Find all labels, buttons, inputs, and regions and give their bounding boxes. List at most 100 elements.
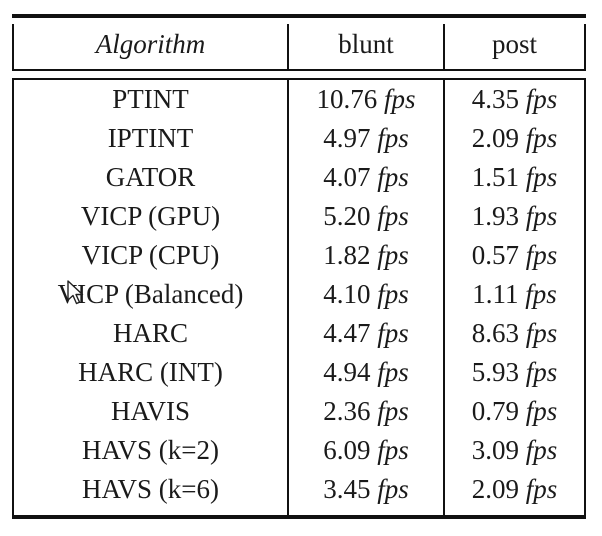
cell-blunt: 1.82 fps <box>289 236 443 275</box>
table-row: VICP (GPU) 5.20 fps 1.93 fps <box>12 197 586 236</box>
top-rule <box>12 14 586 18</box>
table-row: HARC 4.47 fps 8.63 fps <box>12 314 586 353</box>
cell-blunt: 4.94 fps <box>289 353 443 392</box>
column-divider <box>584 24 586 69</box>
cell-algorithm: IPTINT <box>107 123 194 153</box>
cell-value: 1.82 <box>323 240 371 270</box>
cell-value: 0.79 <box>471 396 519 426</box>
cell-value: 2.09 <box>471 474 519 504</box>
table-row: HAVS (k=2) 6.09 fps 3.09 fps <box>12 431 586 470</box>
cell-unit: fps <box>377 123 409 153</box>
cell-unit: fps <box>377 357 409 387</box>
cell-post: 5.93 fps <box>445 353 584 392</box>
column-divider <box>12 80 14 515</box>
cell-post: 8.63 fps <box>445 314 584 353</box>
cell-post: 2.09 fps <box>445 119 584 158</box>
cell-unit: fps <box>525 357 558 387</box>
column-divider <box>443 24 445 69</box>
header-rule-1 <box>12 69 586 71</box>
mouse-pointer-icon <box>67 280 84 305</box>
cell-value: 5.20 <box>323 201 371 231</box>
cell-algorithm: GATOR <box>105 162 196 192</box>
cell-blunt: 3.45 fps <box>289 470 443 509</box>
table-row: HAVIS 2.36 fps 0.79 fps <box>12 392 586 431</box>
table-row: VICP (CPU) 1.82 fps 0.57 fps <box>12 236 586 275</box>
cell-value: 0.57 <box>471 240 519 270</box>
header-post: post <box>491 29 537 59</box>
cell-unit: fps <box>525 240 558 270</box>
cell-algorithm: HAVIS <box>110 396 191 426</box>
cell-blunt: 4.47 fps <box>289 314 443 353</box>
cell-unit: fps <box>377 396 409 426</box>
cell-value: 1.93 <box>471 201 519 231</box>
cell-blunt: 4.10 fps <box>289 275 443 314</box>
cell-algorithm: HAVS (k=2) <box>82 435 219 465</box>
column-divider <box>287 80 289 515</box>
header-algorithm: Algorithm <box>95 29 206 59</box>
header-rule-2 <box>12 78 586 80</box>
cell-value: 4.35 <box>471 84 519 114</box>
cell-value: 6.09 <box>323 435 371 465</box>
cell-value: 4.10 <box>323 279 371 309</box>
cell-post: 1.11 fps <box>445 275 584 314</box>
cell-value: 3.45 <box>323 474 371 504</box>
cell-value: 5.93 <box>471 357 519 387</box>
cell-value: 1.51 <box>471 162 519 192</box>
cell-value: 10.76 <box>316 84 378 114</box>
table-row: HAVS (k=6) 3.45 fps 2.09 fps <box>12 470 586 509</box>
cell-unit: fps <box>377 474 409 504</box>
cell-algorithm: HAVS (k=6) <box>82 474 219 504</box>
cell-unit: fps <box>525 201 558 231</box>
cell-algorithm: HARC <box>112 318 188 348</box>
cell-algorithm: VICP (CPU) <box>81 240 220 270</box>
cell-value: 2.36 <box>323 396 371 426</box>
cell-blunt: 4.07 fps <box>289 158 443 197</box>
cell-unit: fps <box>377 162 409 192</box>
cell-blunt: 2.36 fps <box>289 392 443 431</box>
cell-blunt: 10.76 fps <box>289 80 443 119</box>
cell-unit: fps <box>377 279 409 309</box>
column-divider <box>287 24 289 69</box>
cell-value: 4.94 <box>323 357 371 387</box>
cell-post: 1.93 fps <box>445 197 584 236</box>
cell-algorithm: HARC (INT) <box>78 357 223 387</box>
cell-unit: fps <box>377 201 409 231</box>
cell-unit: fps <box>525 435 558 465</box>
cell-unit: fps <box>383 84 416 114</box>
cell-value: 3.09 <box>471 435 519 465</box>
cell-blunt: 5.20 fps <box>289 197 443 236</box>
bottom-rule <box>12 515 586 519</box>
cell-post: 2.09 fps <box>445 470 584 509</box>
column-divider <box>443 80 445 515</box>
cell-blunt: 4.97 fps <box>289 119 443 158</box>
cell-value: 4.97 <box>323 123 371 153</box>
cell-value: 2.09 <box>471 123 519 153</box>
column-divider <box>584 80 586 515</box>
cell-unit: fps <box>525 84 558 114</box>
cell-value: 4.47 <box>323 318 371 348</box>
cell-value: 4.07 <box>323 162 371 192</box>
table-row: IPTINT 4.97 fps 2.09 fps <box>12 119 586 158</box>
cell-algorithm: VICP (GPU) <box>80 201 221 231</box>
table-row: GATOR 4.07 fps 1.51 fps <box>12 158 586 197</box>
cell-unit: fps <box>525 123 558 153</box>
header-blunt: blunt <box>338 29 394 59</box>
cell-unit: fps <box>525 474 558 504</box>
cell-blunt: 6.09 fps <box>289 431 443 470</box>
cell-unit: fps <box>377 435 409 465</box>
cell-post: 1.51 fps <box>445 158 584 197</box>
table-row: PTINT 10.76 fps 4.35 fps <box>12 80 586 119</box>
table-row: VICP (Balanced) 4.10 fps 1.11 fps <box>12 275 586 314</box>
cell-post: 0.79 fps <box>445 392 584 431</box>
cell-value: 8.63 <box>471 318 519 348</box>
cell-unit: fps <box>525 279 557 309</box>
table-header-row: Algorithm blunt post <box>12 20 586 68</box>
table-row: HARC (INT) 4.94 fps 5.93 fps <box>12 353 586 392</box>
cell-unit: fps <box>525 318 558 348</box>
cell-post: 0.57 fps <box>445 236 584 275</box>
cell-unit: fps <box>377 318 409 348</box>
cell-unit: fps <box>377 240 409 270</box>
cell-unit: fps <box>525 162 558 192</box>
cell-unit: fps <box>525 396 558 426</box>
performance-table: Algorithm blunt post PTINT 10.76 fps 4.35 … <box>12 12 586 522</box>
